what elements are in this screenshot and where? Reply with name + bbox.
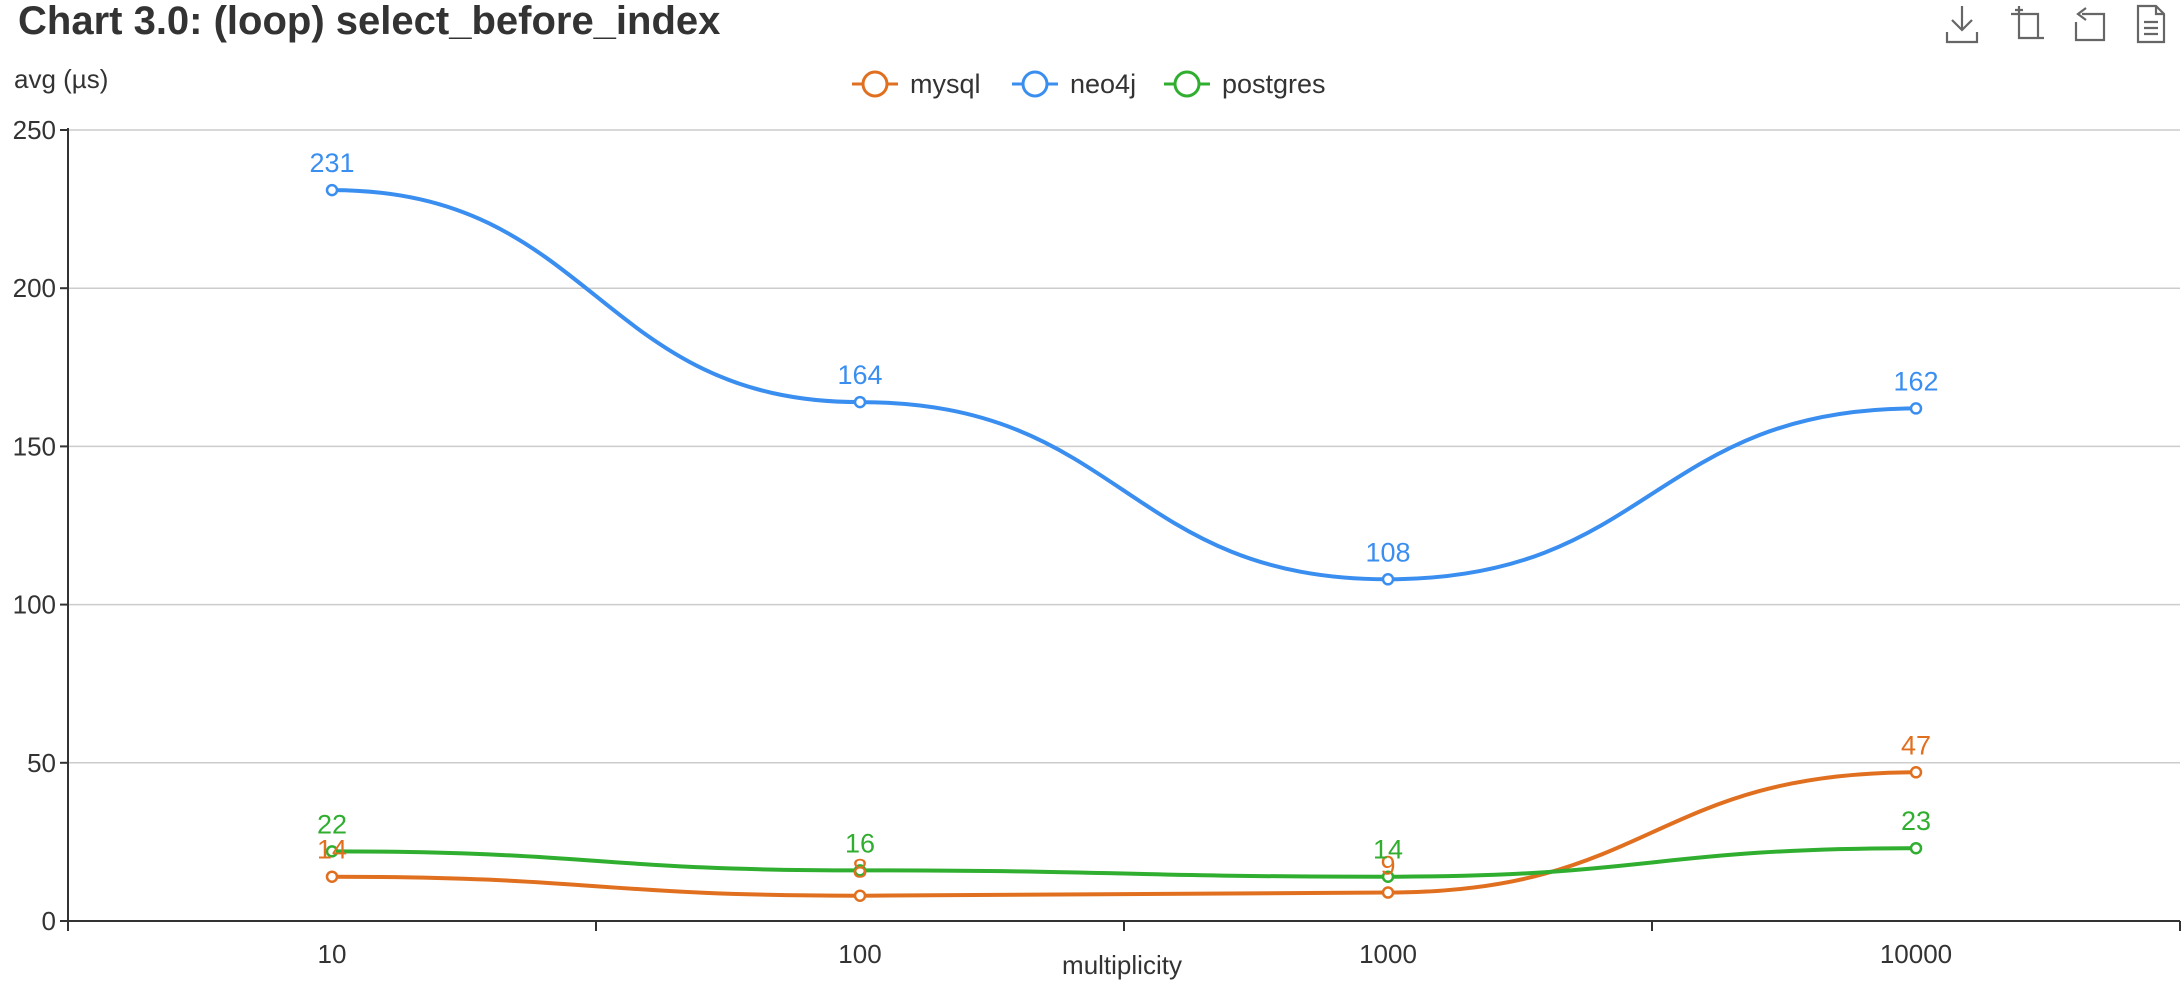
legend-item-postgres[interactable]: postgres xyxy=(1164,69,1326,99)
series-lines xyxy=(331,188,1917,898)
y-axis-label: avg (µs) xyxy=(14,64,108,94)
data-point-postgres[interactable] xyxy=(325,845,339,858)
data-label-mysql: 9 xyxy=(1380,851,1395,881)
restore-icon[interactable] xyxy=(2072,4,2108,44)
data-point-neo4j[interactable] xyxy=(325,183,339,197)
data-point-postgres[interactable] xyxy=(853,864,867,877)
y-tick-label: 0 xyxy=(42,906,56,936)
zoom-icon[interactable] xyxy=(2010,4,2046,44)
x-tick-label: 10000 xyxy=(1880,939,1952,969)
series-line-neo4j xyxy=(331,188,1917,582)
y-tick-label: 150 xyxy=(13,431,56,461)
data-label-mysql: 14 xyxy=(317,835,347,865)
toolbox xyxy=(1944,4,2170,44)
data-point-postgres[interactable] xyxy=(1381,870,1395,883)
data-label-neo4j: 164 xyxy=(837,360,882,390)
legend-label: neo4j xyxy=(1070,69,1136,99)
data-label-neo4j: 231 xyxy=(309,148,354,178)
x-axis-label: multiplicity xyxy=(1062,950,1182,980)
download-icon[interactable] xyxy=(1944,4,1980,44)
data-label-postgres: 23 xyxy=(1901,806,1931,836)
data-label-neo4j: 108 xyxy=(1365,537,1410,567)
y-tick-label: 200 xyxy=(13,273,56,303)
y-tick-label: 50 xyxy=(27,748,56,778)
x-tick-label: 10 xyxy=(318,939,347,969)
data-point-neo4j[interactable] xyxy=(1909,402,1923,415)
x-axis: 10 100 1000 10000 xyxy=(67,920,2181,969)
y-axis: 0 50 100 150 200 250 xyxy=(13,115,69,936)
y-tick-label: 250 xyxy=(13,115,56,145)
series-line-mysql xyxy=(331,770,1917,898)
data-point-postgres[interactable] xyxy=(1909,841,1923,855)
legend-label: mysql xyxy=(910,69,981,99)
data-label-postgres: 14 xyxy=(1373,835,1403,865)
series-points xyxy=(325,183,1923,902)
data-label-mysql: 47 xyxy=(1901,730,1931,760)
data-label-neo4j: 162 xyxy=(1893,366,1938,396)
data-label-postgres: 16 xyxy=(845,828,875,858)
data-point-mysql[interactable] xyxy=(1909,766,1923,779)
legend-circle-icon xyxy=(1173,70,1201,98)
legend: mysql neo4j postgres xyxy=(852,69,1326,99)
data-point-mysql[interactable] xyxy=(853,889,867,902)
legend-item-neo4j[interactable]: neo4j xyxy=(1012,69,1136,99)
data-point-mysql[interactable] xyxy=(1381,886,1395,899)
data-label-postgres: 22 xyxy=(317,809,347,839)
data-point-neo4j[interactable] xyxy=(1381,573,1395,586)
legend-circle-icon xyxy=(861,70,889,98)
x-tick-label: 100 xyxy=(838,939,881,969)
legend-item-mysql[interactable]: mysql xyxy=(852,69,981,99)
data-point-mysql[interactable] xyxy=(325,870,339,883)
legend-label: postgres xyxy=(1222,69,1326,99)
data-point-neo4j[interactable] xyxy=(853,395,867,409)
x-tick-label: 1000 xyxy=(1359,939,1417,969)
data-view-icon[interactable] xyxy=(2134,4,2170,44)
chart-title: Chart 3.0: (loop) select_before_index xyxy=(18,0,720,43)
gridlines xyxy=(68,129,2180,764)
data-label-mysql: 8 xyxy=(852,854,867,884)
y-tick-label: 100 xyxy=(13,590,56,620)
data-labels: 14 8 9 47 231 164 108 162 22 16 14 23 xyxy=(309,148,1938,884)
series-line-postgres xyxy=(331,846,1917,879)
legend-circle-icon xyxy=(1021,70,1049,98)
